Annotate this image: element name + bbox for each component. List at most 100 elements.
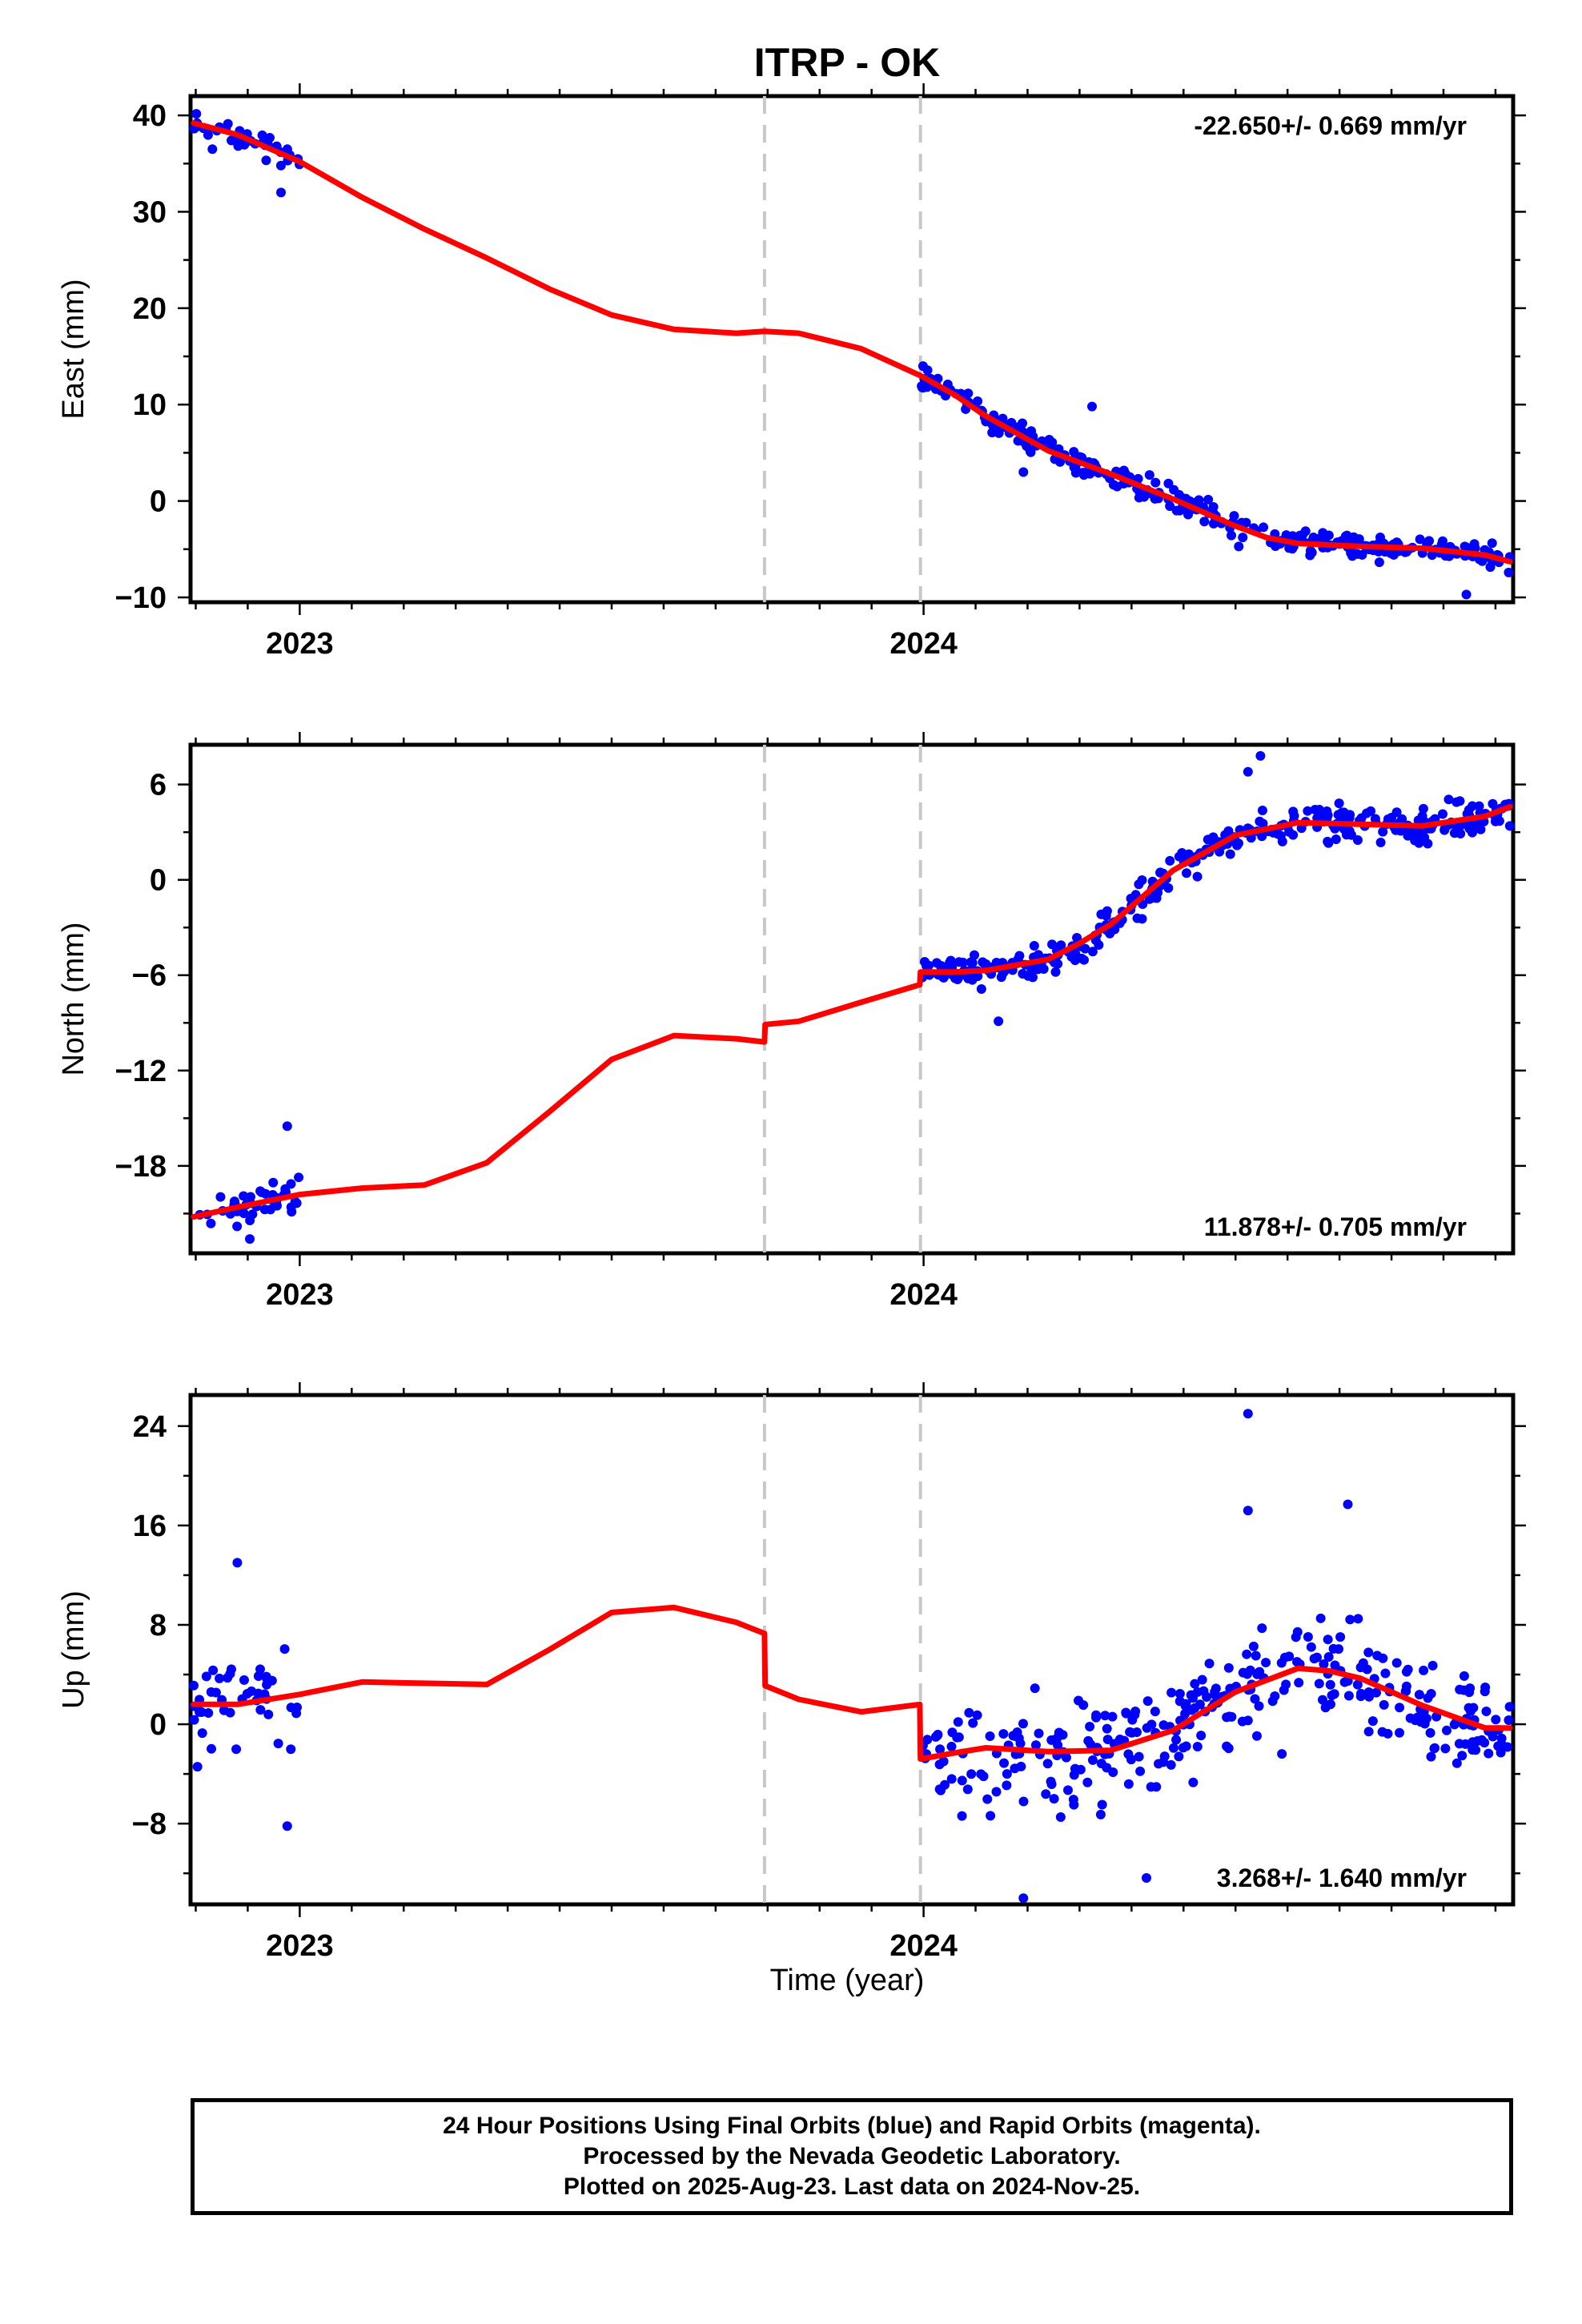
data-point xyxy=(245,1234,255,1244)
data-point xyxy=(1325,1679,1335,1690)
y-axis-label: North (mm) xyxy=(57,922,90,1076)
data-point xyxy=(1068,1795,1078,1805)
data-point xyxy=(998,1729,1009,1739)
data-point xyxy=(1080,943,1090,954)
data-point xyxy=(1018,467,1029,477)
velocity-annotation: -22.650+/- 0.669 mm/yr xyxy=(1194,111,1467,140)
data-point xyxy=(1095,1809,1106,1819)
data-point xyxy=(1452,1758,1462,1768)
data-point xyxy=(1296,823,1307,834)
panel-up: 2023 2024 −8 0 8 16 24 Up (mm) 3.268+/- 1.640 mm… xyxy=(57,1382,1526,1963)
data-point xyxy=(1401,1667,1411,1677)
data-point xyxy=(954,1732,964,1743)
data-point xyxy=(1319,1659,1329,1670)
data-point xyxy=(1018,968,1028,979)
velocity-annotation: 11.878+/- 0.705 mm/yr xyxy=(1204,1212,1467,1241)
data-point xyxy=(1315,1613,1326,1623)
data-point xyxy=(1199,1686,1209,1696)
data-point xyxy=(1345,1614,1355,1625)
data-point xyxy=(982,1794,993,1804)
data-point xyxy=(1276,1658,1287,1668)
data-point xyxy=(255,1705,266,1715)
footer-line-orbits: 24 Hour Positions Using Final Orbits (bl… xyxy=(443,2113,1261,2139)
data-point xyxy=(1257,805,1267,815)
data-point xyxy=(1303,806,1313,816)
data-point xyxy=(935,1744,946,1755)
data-point xyxy=(1395,1727,1405,1738)
data-point xyxy=(1347,830,1357,840)
data-point xyxy=(1370,814,1380,824)
data-point xyxy=(970,950,980,960)
data-point xyxy=(1504,821,1515,831)
data-point xyxy=(226,135,236,146)
data-point xyxy=(1391,1658,1402,1668)
data-point xyxy=(286,1744,296,1755)
data-point xyxy=(1049,1794,1059,1804)
velocity-annotation: 3.268+/- 1.640 mm/yr xyxy=(1217,1864,1467,1892)
data-point xyxy=(963,388,974,399)
data-point xyxy=(1437,536,1447,546)
data-point xyxy=(1327,1691,1337,1701)
data-point xyxy=(1426,1688,1436,1699)
data-point xyxy=(946,1774,957,1784)
data-point xyxy=(1484,1748,1494,1759)
data-point xyxy=(1069,447,1079,457)
data-point xyxy=(1320,1703,1331,1713)
data-point xyxy=(1291,1632,1301,1642)
data-point xyxy=(957,1775,967,1786)
data-point xyxy=(1251,1731,1262,1741)
data-point xyxy=(1151,893,1162,903)
data-point xyxy=(946,1741,957,1751)
data-point xyxy=(275,160,286,171)
data-point xyxy=(1144,894,1154,904)
data-point xyxy=(1072,932,1082,943)
data-point xyxy=(1459,1671,1469,1681)
data-point xyxy=(962,1784,973,1795)
data-point xyxy=(1487,538,1497,549)
data-point xyxy=(1251,1651,1261,1661)
data-point xyxy=(1135,1766,1146,1776)
data-point xyxy=(1178,1743,1188,1753)
x-axis-label: Time (year) xyxy=(770,1964,925,1997)
data-point xyxy=(1374,557,1384,568)
data-point xyxy=(1026,447,1036,457)
data-point xyxy=(1464,1703,1474,1713)
data-point xyxy=(1378,826,1388,837)
data-point xyxy=(1308,533,1319,543)
data-point xyxy=(1323,810,1333,820)
data-point xyxy=(1223,1663,1234,1673)
data-point xyxy=(1248,1641,1259,1651)
data-point xyxy=(264,133,275,143)
data-point xyxy=(1481,1706,1492,1716)
y-tick-label: 0 xyxy=(150,864,167,898)
data-point xyxy=(1288,806,1299,817)
data-point xyxy=(1130,1707,1141,1717)
panels-group: 2023 2024 −10 0 10 20 30 40 East (mm) -22.650+/- … xyxy=(57,83,1526,1963)
model-fit-line xyxy=(191,803,1513,1220)
data-point xyxy=(268,1177,279,1188)
data-point xyxy=(967,958,978,968)
y-tick-label: 30 xyxy=(133,195,167,229)
data-point xyxy=(930,1731,941,1742)
data-point xyxy=(1158,1757,1169,1767)
data-point xyxy=(1091,1710,1102,1720)
data-point xyxy=(1427,1660,1438,1671)
data-point xyxy=(257,130,267,140)
data-point xyxy=(294,1172,304,1183)
data-point xyxy=(1323,1634,1333,1645)
data-point xyxy=(999,1758,1010,1768)
data-point xyxy=(1121,1707,1131,1718)
data-point xyxy=(291,1702,302,1712)
data-point xyxy=(262,1679,272,1690)
data-point xyxy=(1180,1708,1191,1719)
data-point xyxy=(197,1728,207,1739)
data-point xyxy=(1225,849,1235,859)
data-point xyxy=(1102,906,1112,916)
plot-frame xyxy=(188,742,1516,1256)
data-point xyxy=(994,428,1004,438)
data-point xyxy=(1166,1687,1177,1698)
data-point xyxy=(282,1121,292,1132)
data-point xyxy=(1018,1796,1029,1807)
data-point xyxy=(1015,1739,1026,1749)
data-point xyxy=(1254,1701,1264,1711)
